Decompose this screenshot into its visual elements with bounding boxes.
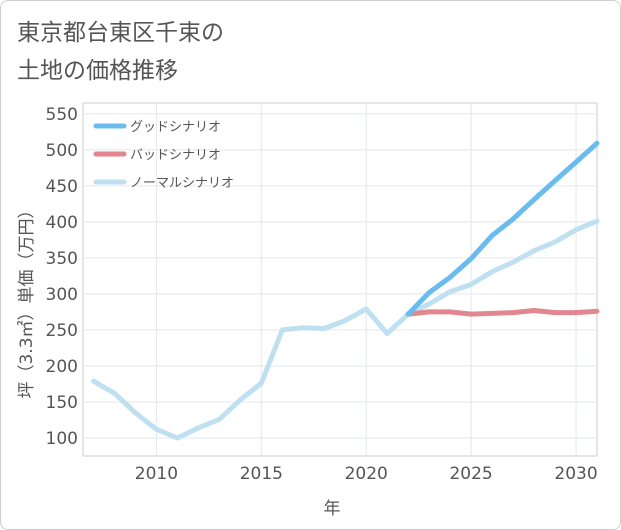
- legend-label: グッドシナリオ: [130, 120, 221, 135]
- y-tick-label: 200: [46, 357, 78, 377]
- y-tick-label: 500: [46, 141, 78, 161]
- y-tick-label: 100: [46, 429, 78, 449]
- y-tick-label: 400: [46, 213, 78, 233]
- y-tick-label: 150: [46, 393, 78, 413]
- y-tick-label: 250: [46, 321, 78, 341]
- legend-label: バッドシナリオ: [130, 148, 221, 163]
- chart-title: 東京都台東区千束の 土地の価格推移: [17, 14, 224, 90]
- x-tick-label: 2020: [345, 464, 388, 484]
- x-axis-ticks: 2010 2015 2020 2025 2030: [135, 464, 598, 484]
- x-axis-title: 年: [324, 499, 341, 519]
- series-line-0: [405, 140, 600, 317]
- y-tick-label: 350: [46, 249, 78, 269]
- series-line-1: [405, 308, 600, 317]
- legend-label: ノーマルシナリオ: [130, 176, 234, 191]
- plot-area: [82, 102, 598, 457]
- x-tick-label: 2010: [135, 464, 178, 484]
- series-line-2: [91, 218, 600, 441]
- x-tick-label: 2030: [554, 464, 597, 484]
- y-tick-label: 450: [46, 177, 78, 197]
- title-line-2: 土地の価格推移: [17, 58, 178, 84]
- x-tick-label: 2015: [240, 464, 283, 484]
- title-line-1: 東京都台東区千束の: [17, 20, 224, 46]
- y-tick-label: 550: [46, 105, 78, 125]
- x-tick-label: 2025: [449, 464, 492, 484]
- series-layer: [91, 140, 600, 441]
- y-axis-ticks: 100 150 200 250 300 350 400 450 500 550: [46, 105, 78, 449]
- y-axis-title: 坪（3.3㎡）単価（万円）: [17, 201, 37, 398]
- y-tick-label: 300: [46, 285, 78, 305]
